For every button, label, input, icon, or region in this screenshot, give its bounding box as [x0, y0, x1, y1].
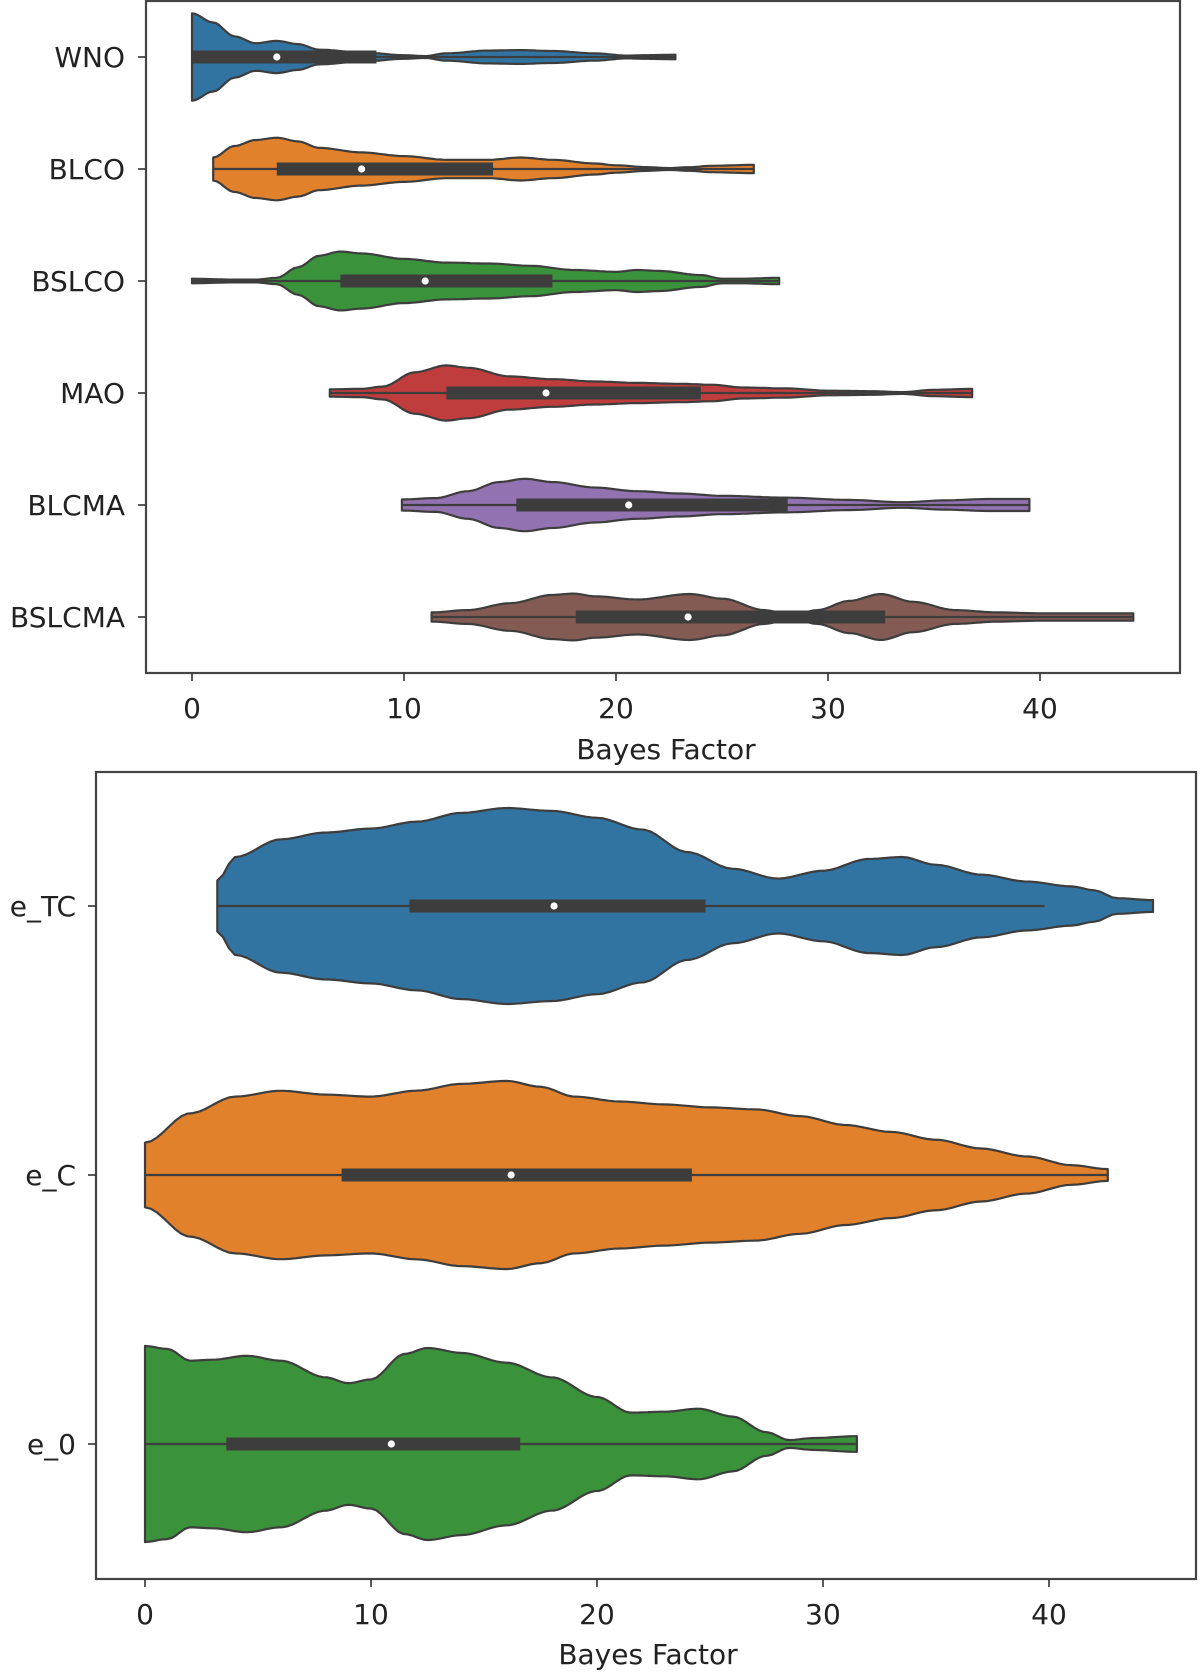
- x-tick-label-40: 40: [1031, 1598, 1067, 1631]
- iqr-box-blcma: [516, 498, 788, 512]
- iqr-box-bslcma: [575, 610, 886, 624]
- median-dot-blcma: [625, 501, 633, 509]
- violin-e-0: [143, 1344, 858, 1544]
- iqr-box-blco: [276, 162, 494, 176]
- violin-blcma: [400, 477, 1031, 533]
- x-tick-label-0: 0: [183, 692, 201, 725]
- iqr-box-wno: [192, 50, 377, 64]
- violin-e-tc: [216, 806, 1155, 1006]
- x-tick-label-30: 30: [805, 1598, 841, 1631]
- y-tick-label-blcma: BLCMA: [27, 489, 125, 522]
- y-tick-label-mao: MAO: [60, 377, 125, 410]
- iqr-box-e-0: [226, 1437, 521, 1451]
- median-dot-e-c: [507, 1171, 515, 1179]
- y-tick-label-e-0: e_0: [27, 1428, 76, 1461]
- y-tick-label-e-tc: e_TC: [10, 890, 76, 923]
- y-tick-label-wno: WNO: [54, 41, 125, 74]
- y-tick-label-bslcma: BSLCMA: [10, 601, 125, 634]
- x-tick-label-20: 20: [598, 692, 634, 725]
- bottom-violin-panel: e_TC e_C e_0 0 10 20 30 40 Bayes Factor: [10, 770, 1198, 1671]
- iqr-box-bslco: [340, 274, 553, 288]
- bottom-x-axis-label: Bayes Factor: [558, 1638, 738, 1671]
- median-dot-bslcma: [684, 613, 692, 621]
- median-dot-e-0: [387, 1440, 395, 1448]
- iqr-box-e-c: [341, 1168, 692, 1182]
- violin-bslco: [190, 250, 781, 312]
- violin-e-c: [143, 1079, 1109, 1271]
- median-dot-blco: [358, 165, 366, 173]
- median-dot-e-tc: [550, 902, 558, 910]
- violin-wno: [190, 12, 677, 102]
- median-dot-wno: [273, 53, 281, 61]
- y-tick-label-bslco: BSLCO: [31, 265, 125, 298]
- violin-bslcma: [430, 592, 1135, 642]
- violin-blco: [212, 136, 755, 202]
- y-tick-label-e-c: e_C: [25, 1159, 76, 1192]
- top-plot-frame: [144, 0, 1182, 675]
- y-tick-label-blco: BLCO: [49, 153, 125, 186]
- iqr-box-mao: [446, 386, 701, 400]
- median-dot-bslco: [421, 277, 429, 285]
- violin-mao: [328, 364, 974, 422]
- x-tick-label-40: 40: [1022, 692, 1058, 725]
- x-tick-label-30: 30: [810, 692, 846, 725]
- x-tick-label-0: 0: [136, 1598, 154, 1631]
- x-tick-label-10: 10: [386, 692, 422, 725]
- x-tick-label-20: 20: [579, 1598, 615, 1631]
- median-dot-mao: [542, 389, 550, 397]
- top-violin-panel: WNO BLCO BSLCO MAO BLCMA BSLCMA 0 10 20 30 40 Bay…: [10, 0, 1182, 766]
- x-tick-label-10: 10: [353, 1598, 389, 1631]
- top-x-axis-label: Bayes Factor: [576, 733, 756, 766]
